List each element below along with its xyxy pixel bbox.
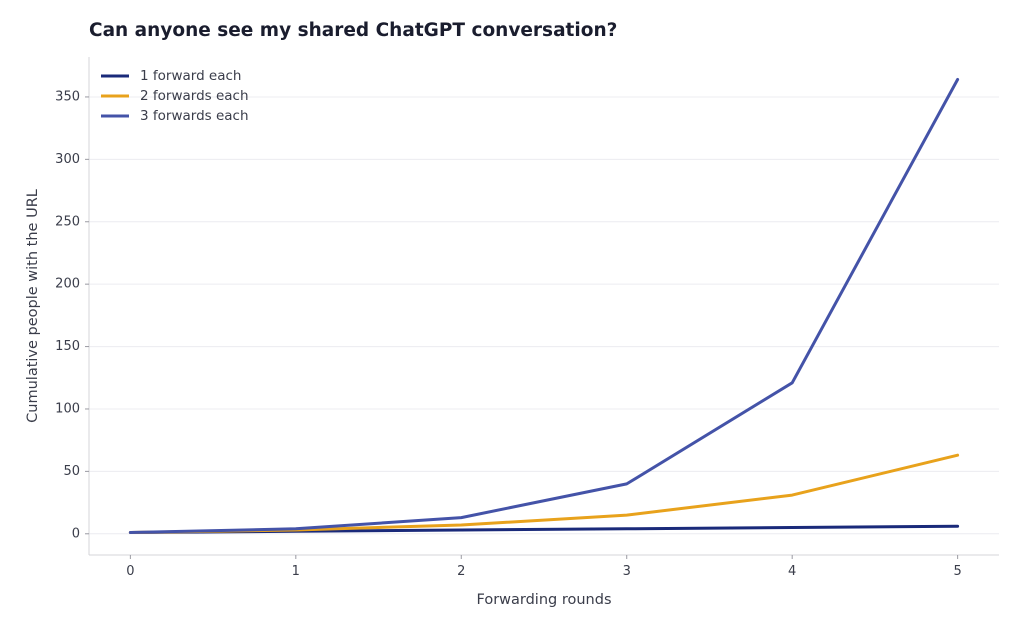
chart-title: Can anyone see my shared ChatGPT convers… <box>89 20 618 41</box>
legend-label-1: 1 forward each <box>140 68 242 84</box>
x-tick-label: 4 <box>788 564 796 579</box>
series-line-3 <box>128 78 960 534</box>
y-tick-label: 0 <box>72 526 80 541</box>
y-tick-label: 150 <box>55 339 80 354</box>
y-tick-label: 50 <box>63 464 80 479</box>
legend-label-2: 2 forwards each <box>140 88 249 104</box>
y-tick-label: 350 <box>55 89 80 104</box>
legend-label-3: 3 forwards each <box>140 108 249 124</box>
y-axis-title: Cumulative people with the URL <box>25 189 41 423</box>
y-tick-label: 300 <box>55 152 80 167</box>
x-tick-label: 5 <box>953 564 961 579</box>
y-tick-label: 250 <box>55 214 80 229</box>
x-tick-label: 1 <box>292 564 300 579</box>
x-tick-label: 3 <box>623 564 631 579</box>
x-tick-label: 0 <box>126 564 134 579</box>
series-line-2 <box>128 453 960 534</box>
y-tick-label: 100 <box>55 401 80 416</box>
y-tick-label: 200 <box>55 277 80 292</box>
x-tick-label: 2 <box>457 564 465 579</box>
x-axis-title: Forwarding rounds <box>477 592 612 608</box>
